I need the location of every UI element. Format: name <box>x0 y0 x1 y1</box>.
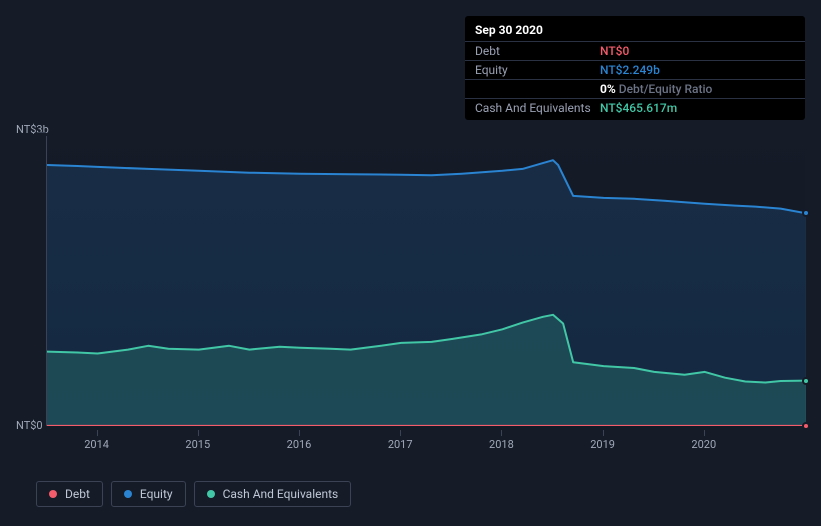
series-endpoint <box>802 422 810 430</box>
tooltip-date: Sep 30 2020 <box>465 21 805 41</box>
yaxis-label-top: NT$3b <box>16 123 49 136</box>
series-endpoint <box>802 377 810 385</box>
xaxis-tick <box>97 430 98 436</box>
xaxis-tick <box>704 430 705 436</box>
tooltip-value: NT$2.249b <box>600 63 795 77</box>
tooltip-label: Cash And Equivalents <box>475 101 600 115</box>
yaxis-tick-top <box>38 132 46 133</box>
xaxis-tick <box>501 430 502 436</box>
legend-label-equity: Equity <box>140 487 173 501</box>
legend: Debt Equity Cash And Equivalents <box>36 481 351 507</box>
xaxis-tick <box>198 430 199 436</box>
tooltip-value: 0% Debt/Equity Ratio <box>600 82 795 96</box>
tooltip-value: NT$465.617m <box>600 101 795 115</box>
tooltip-row: EquityNT$2.249b <box>465 60 805 79</box>
xaxis-tick <box>400 430 401 436</box>
xaxis-tick <box>603 430 604 436</box>
tooltip-panel: Sep 30 2020 DebtNT$0EquityNT$2.249b0% De… <box>465 16 805 120</box>
plot-inner[interactable] <box>46 136 805 426</box>
xaxis-label: 2019 <box>590 438 615 451</box>
tooltip-row: Cash And EquivalentsNT$465.617m <box>465 98 805 117</box>
xaxis-label: 2018 <box>489 438 514 451</box>
legend-item-debt[interactable]: Debt <box>36 481 103 507</box>
legend-label-debt: Debt <box>65 487 90 501</box>
chart-container: Sep 30 2020 DebtNT$0EquityNT$2.249b0% De… <box>16 16 805 510</box>
tooltip-row: 0% Debt/Equity Ratio <box>465 79 805 98</box>
xaxis-label: 2017 <box>388 438 413 451</box>
yaxis-label-bottom: NT$0 <box>16 419 43 432</box>
tooltip-label: Debt <box>475 44 600 58</box>
legend-dot-cash <box>207 490 215 498</box>
legend-item-cash[interactable]: Cash And Equivalents <box>194 481 352 507</box>
xaxis-label: 2016 <box>287 438 312 451</box>
legend-dot-equity <box>124 490 132 498</box>
tooltip-label <box>475 82 600 96</box>
legend-label-cash: Cash And Equivalents <box>223 487 339 501</box>
legend-item-equity[interactable]: Equity <box>111 481 186 507</box>
series-endpoint <box>802 209 810 217</box>
xaxis: 2014 2015 2016 2017 2018 2019 2020 <box>46 430 805 450</box>
tooltip-row: DebtNT$0 <box>465 41 805 60</box>
xaxis-label: 2020 <box>691 438 716 451</box>
tooltip-label: Equity <box>475 63 600 77</box>
tooltip-value: NT$0 <box>600 44 795 58</box>
legend-dot-debt <box>49 490 57 498</box>
chart-svg <box>47 136 806 426</box>
xaxis-tick <box>299 430 300 436</box>
xaxis-label: 2015 <box>185 438 210 451</box>
plot-area[interactable]: NT$3b NT$0 2014201520162017201820192020 <box>16 121 805 441</box>
xaxis-label: 2014 <box>84 438 109 451</box>
